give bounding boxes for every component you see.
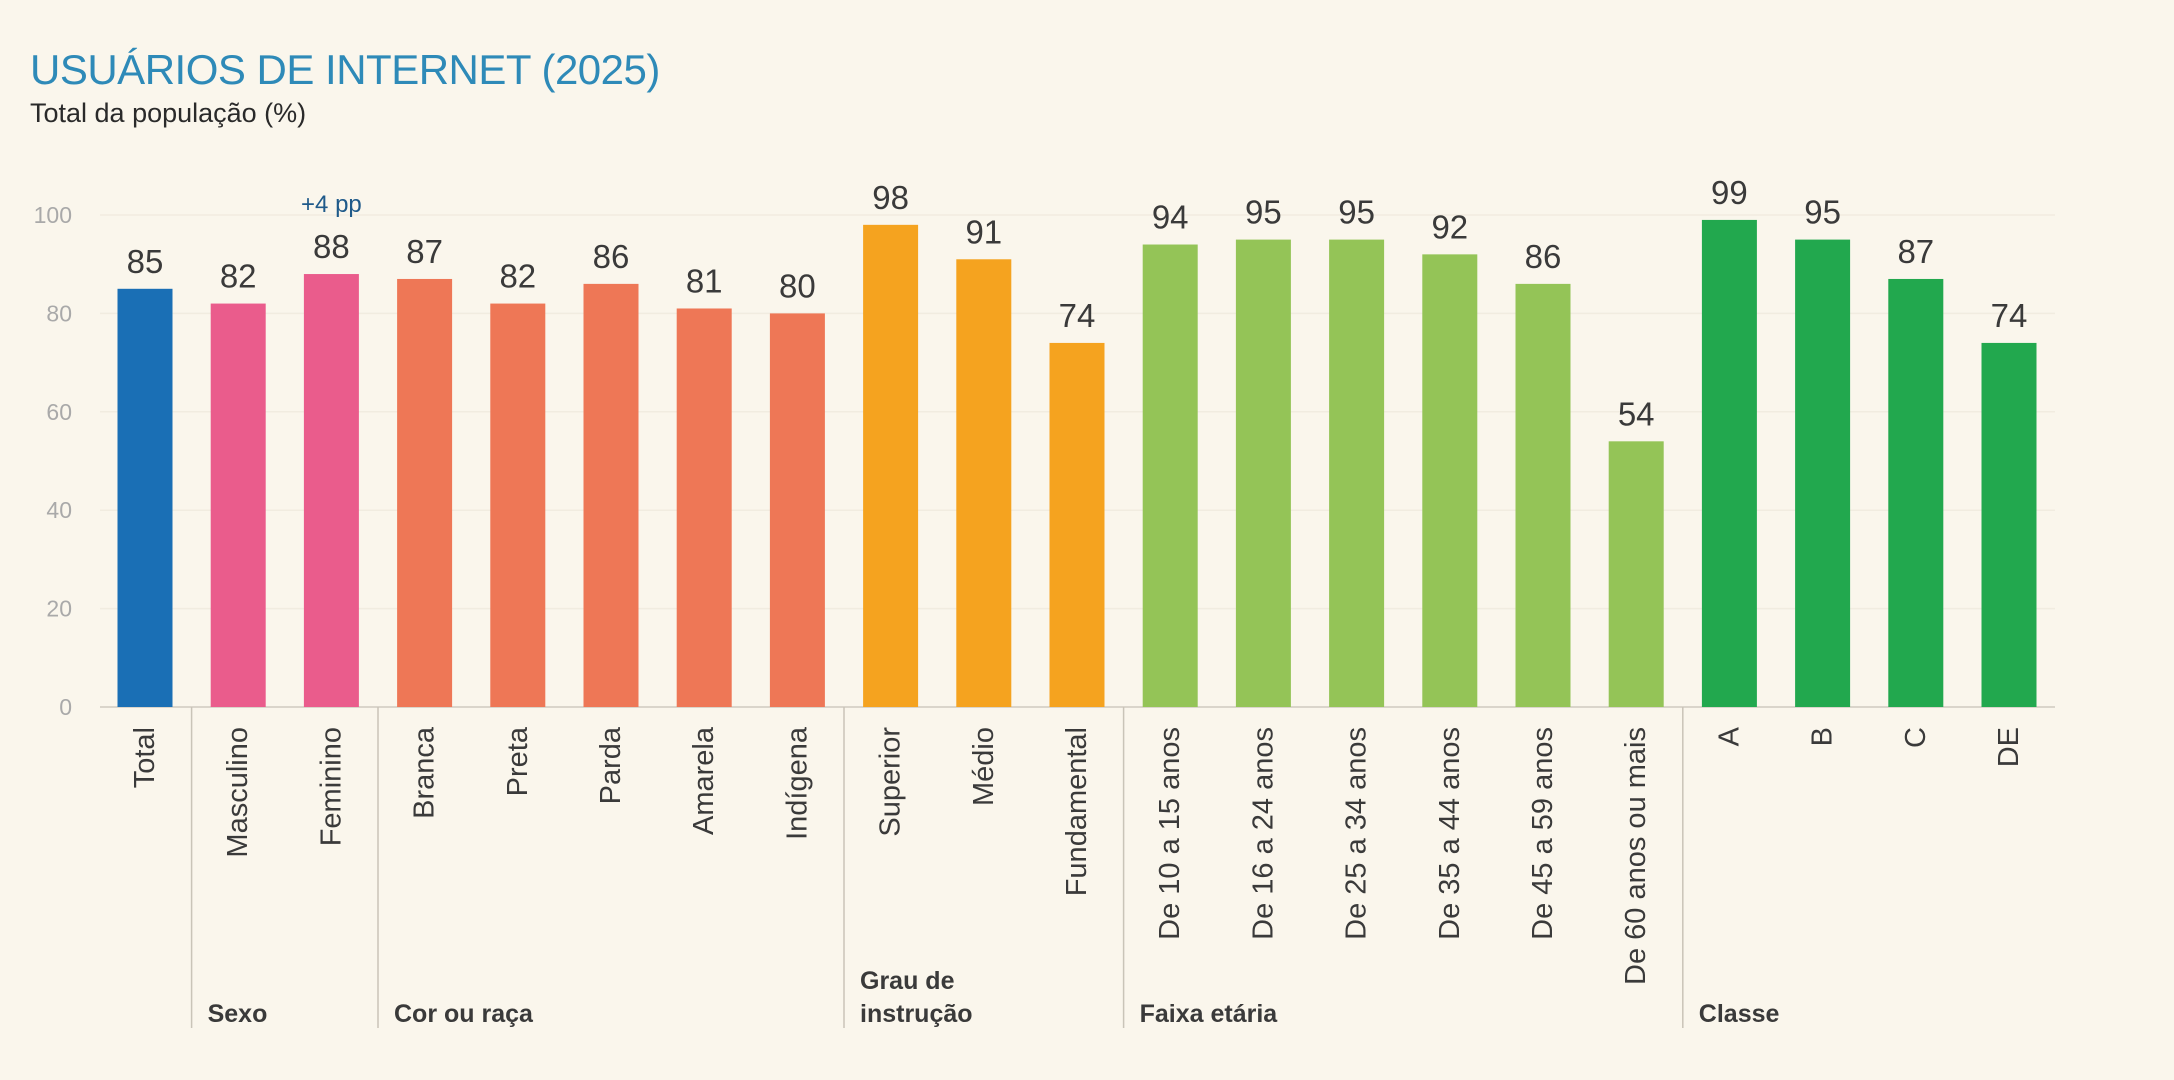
y-tick-label: 40 [46, 497, 72, 523]
chart-subtitle: Total da população (%) [30, 98, 307, 128]
value-label: 99 [1711, 174, 1748, 211]
bar [117, 288, 173, 707]
value-label: 95 [1338, 194, 1375, 231]
category-label: Indígena [781, 726, 813, 840]
bar [1981, 342, 2037, 707]
category-label: Branca [409, 726, 441, 819]
bar [210, 303, 266, 707]
category-label: Masculino [222, 727, 254, 858]
bar [1515, 283, 1571, 707]
value-label: 95 [1804, 194, 1841, 231]
annotation-label: +4 pp [301, 191, 362, 218]
bar [1049, 342, 1105, 707]
value-label: 81 [686, 262, 723, 299]
value-label: 85 [127, 243, 164, 280]
chart-title: USUÁRIOS DE INTERNET (2025) [30, 46, 660, 93]
value-label: 86 [1525, 238, 1562, 275]
category-label: Médio [968, 727, 1000, 806]
value-label: 95 [1245, 194, 1282, 231]
category-label: Superior [875, 727, 907, 837]
category-label: Preta [502, 726, 534, 796]
bar [1795, 239, 1851, 707]
category-label: De 10 a 15 anos [1154, 727, 1186, 940]
bar [769, 313, 825, 707]
bar [583, 283, 639, 707]
category-label: Total [129, 727, 161, 788]
group-label: Cor ou raça [394, 1000, 534, 1028]
group-label: instrução [860, 1000, 973, 1028]
value-label: 54 [1618, 395, 1655, 432]
bar [397, 278, 453, 707]
group-label: Sexo [208, 1000, 268, 1028]
y-tick-label: 60 [46, 399, 72, 425]
y-tick-label: 80 [46, 300, 72, 326]
value-label: 91 [965, 213, 1002, 250]
bar [490, 303, 546, 707]
value-label: 87 [1897, 233, 1934, 270]
value-label: 86 [593, 238, 630, 275]
value-label: 74 [1991, 297, 2028, 334]
bar [1329, 239, 1385, 707]
category-label: De 60 anos ou mais [1620, 727, 1652, 985]
bar [863, 224, 919, 707]
group-label: Grau de [860, 967, 955, 995]
value-label: 82 [220, 258, 257, 295]
category-label: Parda [595, 726, 627, 804]
value-label: 98 [872, 179, 909, 216]
value-label: 88 [313, 228, 350, 265]
category-label: DE [1993, 727, 2025, 767]
value-label: 80 [779, 267, 816, 304]
category-label: Fundamental [1061, 727, 1093, 896]
value-label: 92 [1431, 208, 1468, 245]
category-label: Amarela [688, 726, 720, 835]
value-label: 87 [406, 233, 443, 270]
bar [1701, 219, 1757, 708]
value-label: 74 [1059, 297, 1096, 334]
bar [1142, 244, 1198, 707]
bar [1235, 239, 1291, 707]
bar [1608, 441, 1664, 707]
category-label: De 25 a 34 anos [1341, 727, 1373, 940]
group-label: Classe [1699, 1000, 1780, 1028]
category-label: De 45 a 59 anos [1527, 727, 1559, 940]
category-label: De 16 a 24 anos [1247, 727, 1279, 940]
y-tick-label: 0 [59, 694, 72, 720]
category-label: A [1713, 726, 1745, 746]
bar [676, 308, 732, 707]
y-tick-label: 100 [34, 202, 72, 228]
group-label: Faixa etária [1140, 1000, 1279, 1028]
bar [303, 274, 359, 707]
bar [956, 259, 1012, 707]
y-tick-label: 20 [46, 596, 72, 622]
bar [1888, 278, 1944, 707]
category-label: De 35 a 44 anos [1434, 727, 1466, 940]
category-label: B [1807, 727, 1839, 746]
category-label: Feminino [315, 727, 347, 846]
value-label: 94 [1152, 199, 1189, 236]
category-label: C [1900, 727, 1932, 748]
value-label: 82 [499, 258, 536, 295]
bar [1422, 254, 1478, 708]
